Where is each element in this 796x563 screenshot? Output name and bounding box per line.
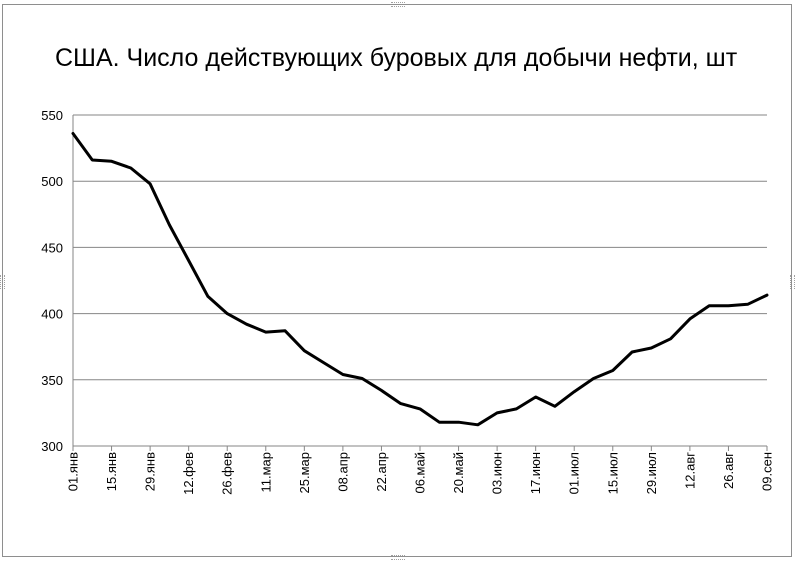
resize-handle-right[interactable] <box>790 275 795 289</box>
x-tick-label: 09.сен <box>760 452 775 491</box>
y-tick-label: 500 <box>41 174 63 189</box>
x-tick-label: 29.янв <box>143 452 158 491</box>
y-tick-label: 400 <box>41 307 63 322</box>
y-tick-label: 300 <box>41 439 63 454</box>
y-tick-label: 550 <box>41 108 63 123</box>
chart-frame <box>2 4 792 557</box>
x-tick-label: 11.мар <box>258 452 273 493</box>
chart-title: США. Число действующих буровых для добыч… <box>55 44 738 72</box>
series-line <box>71 132 769 427</box>
x-tick-label: 26.фев <box>220 452 235 495</box>
x-tick-label: 17.июн <box>528 452 543 494</box>
x-tick-label: 12.фев <box>181 452 196 495</box>
x-tick-label: 29.июл <box>644 452 659 494</box>
y-tick-label: 350 <box>41 373 63 388</box>
x-tick-label: 06.май <box>413 452 428 494</box>
x-tick-label: 15.июл <box>605 452 620 494</box>
resize-handle-top[interactable] <box>391 2 405 7</box>
resize-handle-bottom[interactable] <box>391 555 405 560</box>
x-tick-label: 26.авг <box>721 452 736 489</box>
x-tick-label: 01.янв <box>66 452 81 491</box>
x-tick-label: 08.апр <box>335 452 350 492</box>
y-tick-label: 450 <box>41 240 63 255</box>
x-tick-label: 03.июн <box>490 452 505 494</box>
x-tick-label: 25.мар <box>297 452 312 493</box>
resize-handle-left[interactable] <box>0 275 5 289</box>
x-tick-label: 01.июл <box>567 452 582 494</box>
x-tick-label: 15.янв <box>104 452 119 491</box>
x-tick-label: 20.май <box>451 452 466 494</box>
x-tick-label: 22.апр <box>374 452 389 492</box>
x-tick-label: 12.авг <box>682 452 697 489</box>
